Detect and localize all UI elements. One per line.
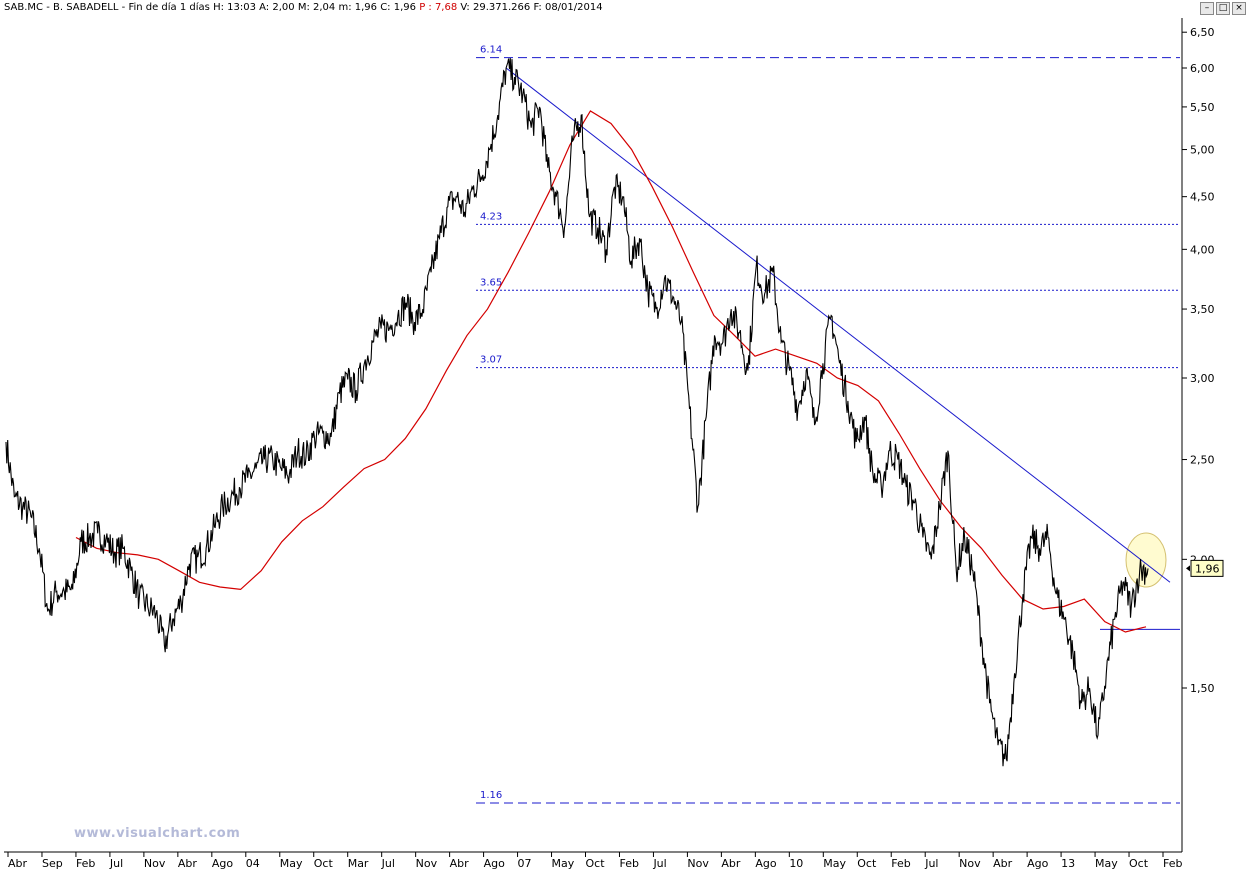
y-tick-label: 3,00 [1190, 372, 1215, 385]
volume-value: V: 29.371.266 [460, 2, 531, 13]
level-lines: 6.14 4.23 3.65 3.07 1.16 [476, 45, 1180, 804]
x-tick-label: Abr [993, 857, 1013, 869]
x-tick-label: Jul [109, 857, 123, 869]
moving-average-line [75, 110, 1147, 633]
x-tick-label: Feb [1163, 857, 1182, 869]
x-tick-label: Abr [721, 857, 741, 869]
x-tick-label: Nov [687, 857, 709, 869]
x-tick-label: Jul [652, 857, 666, 869]
plot-area [4, 18, 1183, 853]
percent-value: P : 7,68 [419, 2, 458, 13]
highlight-circle [1125, 532, 1167, 588]
x-tick-label: 04 [246, 857, 260, 869]
watermark-text: www.visualchart.com [74, 826, 241, 841]
x-tick-label: Oct [857, 857, 877, 869]
x-tick-label: Jul [924, 857, 938, 869]
y-tick-label: 6,00 [1190, 62, 1215, 75]
max-value: M: 2,04 [297, 2, 336, 13]
y-tick-label: 3,50 [1190, 303, 1215, 316]
y-tick-label: 4,50 [1190, 191, 1215, 204]
x-tick-label: Jul [381, 857, 395, 869]
close-icon[interactable]: × [1232, 2, 1246, 15]
y-tick-label: 1,50 [1190, 682, 1215, 695]
x-tick-label: Feb [891, 857, 910, 869]
x-tick-label: Oct [314, 857, 334, 869]
x-tick-label: Ago [484, 857, 506, 869]
x-tick-label: Ago [1027, 857, 1049, 869]
x-tick-label: Abr [8, 857, 28, 869]
level-label: 3.65 [480, 277, 502, 288]
x-tick-label: Abr [450, 857, 470, 869]
x-axis: Abr Sep Feb Jul Nov Abr Ago 04 May Oct Mar Jul Nov Ab… [7, 852, 1182, 869]
y-tick-label: 6,50 [1190, 26, 1215, 39]
x-tick-label: Ago [212, 857, 234, 869]
trendline [505, 67, 1171, 583]
y-tick-label: 2,50 [1190, 454, 1215, 467]
series-layer [5, 58, 1180, 767]
x-tick-label: May [1095, 857, 1118, 869]
security-name: B. SABADELL [53, 2, 119, 13]
window-controls: – □ × [1200, 2, 1246, 15]
x-tick-label: Mar [348, 857, 369, 869]
y-tick-label: 5,50 [1190, 101, 1215, 114]
y-tick-label: 5,00 [1190, 144, 1215, 157]
x-tick-label: Nov [416, 857, 438, 869]
x-tick-label: Abr [178, 857, 198, 869]
min-value: m: 1,96 [338, 2, 378, 13]
x-tick-label: 07 [518, 857, 532, 869]
x-tick-label: Oct [586, 857, 606, 869]
level-label: 4.23 [480, 211, 502, 222]
level-label: 1.16 [480, 790, 502, 801]
close-value: C: 1,96 [380, 2, 416, 13]
time-label: H: 13:03 [213, 2, 256, 13]
x-tick-label: Nov [959, 857, 981, 869]
date-value: F: 08/01/2014 [533, 2, 603, 13]
x-tick-label: Sep [42, 857, 63, 869]
x-tick-label: May [552, 857, 575, 869]
x-tick-label: 13 [1061, 857, 1075, 869]
last-value-box [1190, 559, 1224, 577]
minimize-icon[interactable]: – [1200, 2, 1214, 15]
level-label: 6.14 [480, 45, 502, 56]
x-tick-label: Nov [144, 857, 166, 869]
last-value-arrow [1186, 565, 1190, 572]
chart-header: SAB.MC - B. SABADELL - Fin de día 1 días… [4, 2, 603, 13]
price-line [5, 58, 1149, 767]
x-tick-label: Oct [1129, 857, 1149, 869]
x-tick-label: Feb [76, 857, 95, 869]
open-value: A: 2,00 [259, 2, 295, 13]
y-tick-label: 4,00 [1190, 243, 1215, 256]
period-label: Fin de día 1 días [128, 2, 210, 13]
x-tick-label: 10 [789, 857, 803, 869]
x-tick-label: Feb [619, 857, 638, 869]
x-tick-label: May [280, 857, 303, 869]
x-tick-label: Ago [755, 857, 777, 869]
ticker-label: SAB.MC [4, 2, 44, 13]
x-tick-label: May [823, 857, 846, 869]
level-label: 3.07 [480, 355, 502, 366]
y-axis: 6,506,005,505,004,504,003,503,002,502,00… [1182, 26, 1224, 695]
maximize-icon[interactable]: □ [1216, 2, 1230, 15]
last-value-label: 1,96 [1195, 562, 1220, 575]
